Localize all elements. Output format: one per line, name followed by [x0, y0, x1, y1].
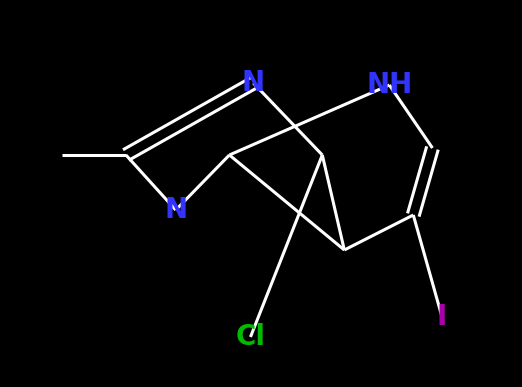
- Text: Cl: Cl: [235, 323, 266, 351]
- Text: I: I: [437, 303, 447, 331]
- Text: N: N: [242, 69, 265, 97]
- Text: NH: NH: [366, 71, 412, 99]
- Text: N: N: [164, 196, 187, 224]
